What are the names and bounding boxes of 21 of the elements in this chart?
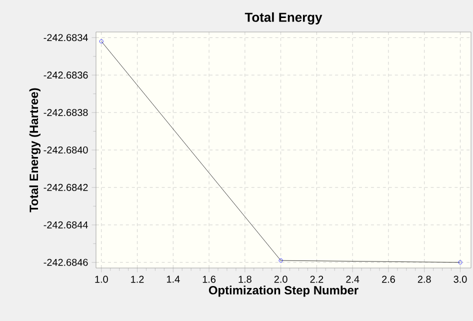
x-axis-title: Optimization Step Number bbox=[208, 286, 358, 297]
x-tick-label: 1.6 bbox=[202, 276, 216, 283]
y-tick-label: -242.6844 bbox=[44, 221, 88, 228]
x-tick-label: 2.2 bbox=[310, 276, 324, 283]
y-tick-label: -242.6836 bbox=[44, 72, 88, 79]
x-tick-label: 2.4 bbox=[346, 276, 360, 283]
y-tick-label: -242.6842 bbox=[44, 184, 88, 191]
x-tick-label: 1.2 bbox=[131, 276, 144, 283]
y-tick-label: -242.6834 bbox=[44, 34, 88, 42]
x-tick-label: 2.0 bbox=[274, 276, 288, 283]
y-tick-label: -242.6840 bbox=[44, 146, 88, 154]
x-tick-label: 3.0 bbox=[454, 276, 467, 283]
x-tick-label: 1.4 bbox=[166, 276, 180, 283]
x-tick-label: 1.8 bbox=[238, 276, 252, 283]
y-axis-title: Total Energy (Hartree) bbox=[29, 88, 41, 212]
x-tick-label: 2.6 bbox=[382, 276, 395, 283]
x-tick-label: 2.8 bbox=[418, 276, 431, 283]
x-tick-label: 1.0 bbox=[95, 276, 108, 283]
chart-title: Total Energy bbox=[244, 12, 322, 25]
y-tick-label: -242.6846 bbox=[44, 258, 88, 266]
y-tick-label: -242.6838 bbox=[44, 109, 88, 116]
